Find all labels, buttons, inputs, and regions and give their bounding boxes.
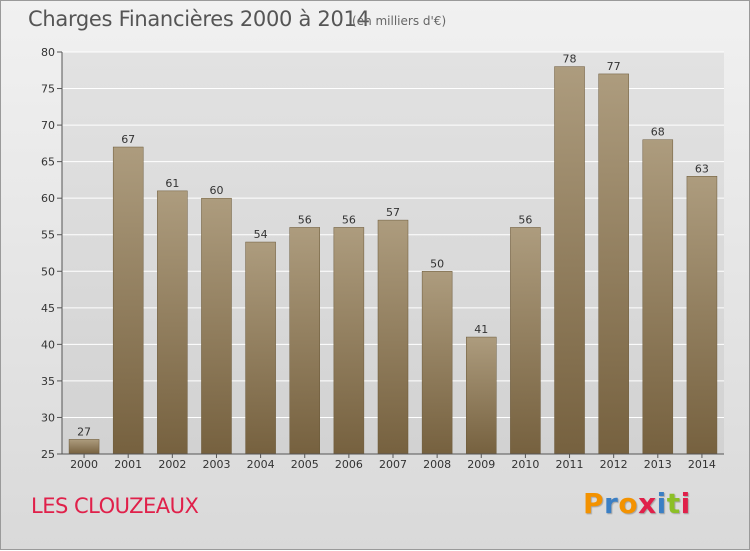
logo-letter: x	[638, 487, 657, 520]
x-tick-label-2013: 2013	[644, 458, 672, 471]
data-label-2013: 68	[651, 126, 665, 139]
data-label-2012: 77	[607, 60, 621, 73]
y-tick-label: 55	[41, 229, 55, 242]
labels: 27 67 61 60 54 56 56 57 50 41 56 78 77 68 63	[77, 53, 709, 439]
x-tick-label-2010: 2010	[511, 458, 539, 471]
bar-2010	[510, 227, 541, 455]
bar-2002	[157, 190, 188, 455]
data-label-2002: 61	[165, 177, 179, 190]
y-tick-label: 25	[41, 448, 55, 461]
data-label-2008: 50	[430, 257, 444, 270]
x-tick-label-2002: 2002	[158, 458, 186, 471]
logo-letter: t	[666, 487, 681, 520]
x-tick-label-2004: 2004	[247, 458, 275, 471]
logo-letter: i	[656, 487, 667, 520]
x-tick-label-2001: 2001	[114, 458, 142, 471]
data-label-2009: 41	[474, 323, 488, 336]
x-tick-label-2014: 2014	[688, 458, 716, 471]
bar-2000	[68, 439, 100, 455]
data-label-2006: 56	[342, 213, 356, 226]
y-tick-label: 60	[41, 192, 55, 205]
logo-letter: i	[680, 487, 691, 520]
x-tick-label-2003: 2003	[202, 458, 230, 471]
axes: 25 30 35 40 45 50 55 60 65 70 75 80 2000 2001 2002 2003…	[41, 46, 724, 471]
data-label-2001: 67	[121, 133, 135, 146]
data-label-2000: 27	[77, 425, 91, 438]
bar-2007	[377, 219, 409, 455]
bar-2013	[642, 139, 674, 455]
x-tick-label-2007: 2007	[379, 458, 407, 471]
bar-2012	[598, 73, 629, 455]
data-label-2007: 57	[386, 206, 400, 219]
x-tick-label-2012: 2012	[600, 458, 628, 471]
bar-2004	[245, 241, 276, 455]
data-label-2011: 78	[563, 53, 577, 66]
y-tick-label: 75	[41, 83, 55, 96]
y-tick-label: 70	[41, 119, 55, 132]
bar-2001	[112, 146, 144, 455]
bar-2006	[333, 227, 365, 455]
bar-2011	[554, 66, 585, 455]
data-label-2003: 60	[209, 184, 223, 197]
data-label-2005: 56	[298, 213, 312, 226]
y-tick-label: 80	[41, 46, 55, 59]
x-tick-label-2000: 2000	[70, 458, 98, 471]
chart-title: Charges Financières 2000 à 2014	[28, 7, 370, 31]
y-tick-label: 65	[41, 156, 55, 169]
y-tick-label: 45	[41, 302, 55, 315]
y-tick-label: 40	[41, 338, 55, 351]
proxiti-logo: Proxiti	[583, 487, 691, 520]
bar-2009	[466, 336, 497, 455]
data-label-2010: 56	[518, 213, 532, 226]
logo-letter: P	[583, 487, 605, 520]
chart-subtitle: (en milliers d'€)	[352, 14, 447, 28]
logo-letter: o	[618, 487, 639, 520]
bar-2003	[201, 197, 232, 455]
bar-2005	[289, 227, 320, 455]
data-label-2014: 63	[695, 162, 709, 175]
x-tick-label-2011: 2011	[556, 458, 584, 471]
bar-2014	[686, 176, 718, 455]
data-label-2004: 54	[254, 228, 268, 241]
logo-letter: r	[604, 487, 619, 520]
y-tick-label: 30	[41, 411, 55, 424]
place-name: LES CLOUZEAUX	[31, 494, 199, 518]
y-tick-label: 50	[41, 265, 55, 278]
x-tick-label-2006: 2006	[335, 458, 363, 471]
x-tick-label-2009: 2009	[467, 458, 495, 471]
x-tick-label-2008: 2008	[423, 458, 451, 471]
bars	[68, 66, 718, 455]
bar-2008	[421, 271, 453, 455]
y-tick-label: 35	[41, 375, 55, 388]
x-tick-label-2005: 2005	[291, 458, 319, 471]
